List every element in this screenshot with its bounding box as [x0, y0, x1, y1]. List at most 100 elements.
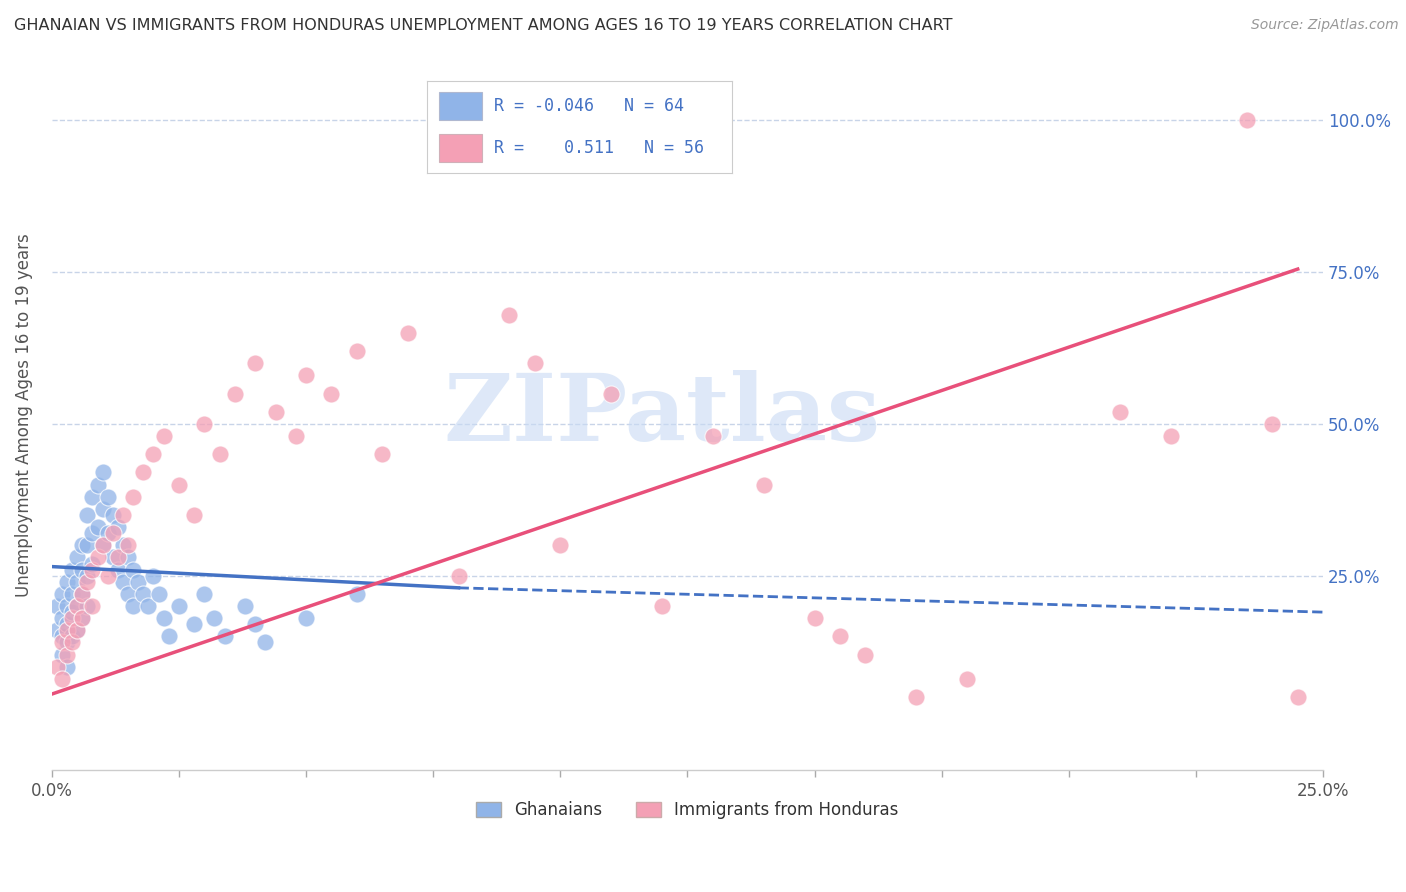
Point	[498, 308, 520, 322]
Point	[51, 629, 73, 643]
Point	[66, 574, 89, 589]
Y-axis label: Unemployment Among Ages 16 to 19 years: Unemployment Among Ages 16 to 19 years	[15, 233, 32, 597]
Point	[101, 526, 124, 541]
Point	[66, 550, 89, 565]
Point	[45, 599, 67, 613]
Point	[167, 477, 190, 491]
Point	[243, 617, 266, 632]
Point	[72, 611, 94, 625]
Point	[152, 611, 174, 625]
Point	[371, 447, 394, 461]
Point	[82, 599, 104, 613]
Point	[1236, 113, 1258, 128]
Point	[214, 629, 236, 643]
Point	[803, 611, 825, 625]
Point	[193, 417, 215, 431]
Point	[76, 574, 98, 589]
Point	[72, 538, 94, 552]
Point	[97, 490, 120, 504]
Point	[107, 520, 129, 534]
Point	[66, 624, 89, 638]
Point	[66, 599, 89, 613]
Point	[295, 368, 318, 383]
Point	[855, 648, 877, 662]
Point	[183, 617, 205, 632]
Point	[264, 405, 287, 419]
Point	[72, 587, 94, 601]
Point	[752, 477, 775, 491]
Point	[45, 660, 67, 674]
Text: GHANAIAN VS IMMIGRANTS FROM HONDURAS UNEMPLOYMENT AMONG AGES 16 TO 19 YEARS CORR: GHANAIAN VS IMMIGRANTS FROM HONDURAS UNE…	[14, 18, 952, 33]
Point	[600, 386, 623, 401]
Point	[204, 611, 226, 625]
Point	[86, 550, 108, 565]
Point	[132, 466, 155, 480]
Point	[117, 538, 139, 552]
Point	[117, 550, 139, 565]
Point	[107, 550, 129, 565]
Point	[284, 429, 307, 443]
Point	[60, 563, 83, 577]
Point	[82, 557, 104, 571]
Point	[72, 611, 94, 625]
Point	[101, 508, 124, 522]
Point	[76, 568, 98, 582]
Point	[66, 624, 89, 638]
Point	[51, 587, 73, 601]
Point	[91, 466, 114, 480]
Point	[60, 629, 83, 643]
Point	[97, 526, 120, 541]
Point	[76, 508, 98, 522]
Point	[97, 568, 120, 582]
Point	[1286, 690, 1309, 705]
Point	[157, 629, 180, 643]
Point	[107, 563, 129, 577]
Point	[233, 599, 256, 613]
Point	[56, 599, 79, 613]
Point	[295, 611, 318, 625]
Point	[828, 629, 851, 643]
Point	[193, 587, 215, 601]
Point	[122, 599, 145, 613]
Point	[224, 386, 246, 401]
Point	[56, 617, 79, 632]
Point	[152, 429, 174, 443]
Point	[138, 599, 160, 613]
Point	[56, 660, 79, 674]
Point	[254, 635, 277, 649]
Point	[243, 356, 266, 370]
Point	[91, 538, 114, 552]
Point	[56, 624, 79, 638]
Point	[60, 605, 83, 619]
Point	[60, 635, 83, 649]
Point	[396, 326, 419, 340]
Point	[142, 568, 165, 582]
Point	[101, 550, 124, 565]
Point	[66, 599, 89, 613]
Point	[1160, 429, 1182, 443]
Point	[111, 538, 134, 552]
Point	[1261, 417, 1284, 431]
Point	[60, 611, 83, 625]
Point	[651, 599, 673, 613]
Point	[183, 508, 205, 522]
Point	[167, 599, 190, 613]
Point	[523, 356, 546, 370]
Point	[76, 538, 98, 552]
Point	[86, 520, 108, 534]
Point	[346, 587, 368, 601]
Point	[111, 508, 134, 522]
Point	[82, 526, 104, 541]
Point	[51, 672, 73, 686]
Point	[117, 587, 139, 601]
Point	[1108, 405, 1130, 419]
Point	[91, 502, 114, 516]
Point	[550, 538, 572, 552]
Point	[72, 587, 94, 601]
Point	[51, 635, 73, 649]
Point	[122, 490, 145, 504]
Point	[122, 563, 145, 577]
Text: ZIPatlas: ZIPatlas	[443, 370, 880, 459]
Legend: Ghanaians, Immigrants from Honduras: Ghanaians, Immigrants from Honduras	[470, 794, 905, 826]
Point	[346, 344, 368, 359]
